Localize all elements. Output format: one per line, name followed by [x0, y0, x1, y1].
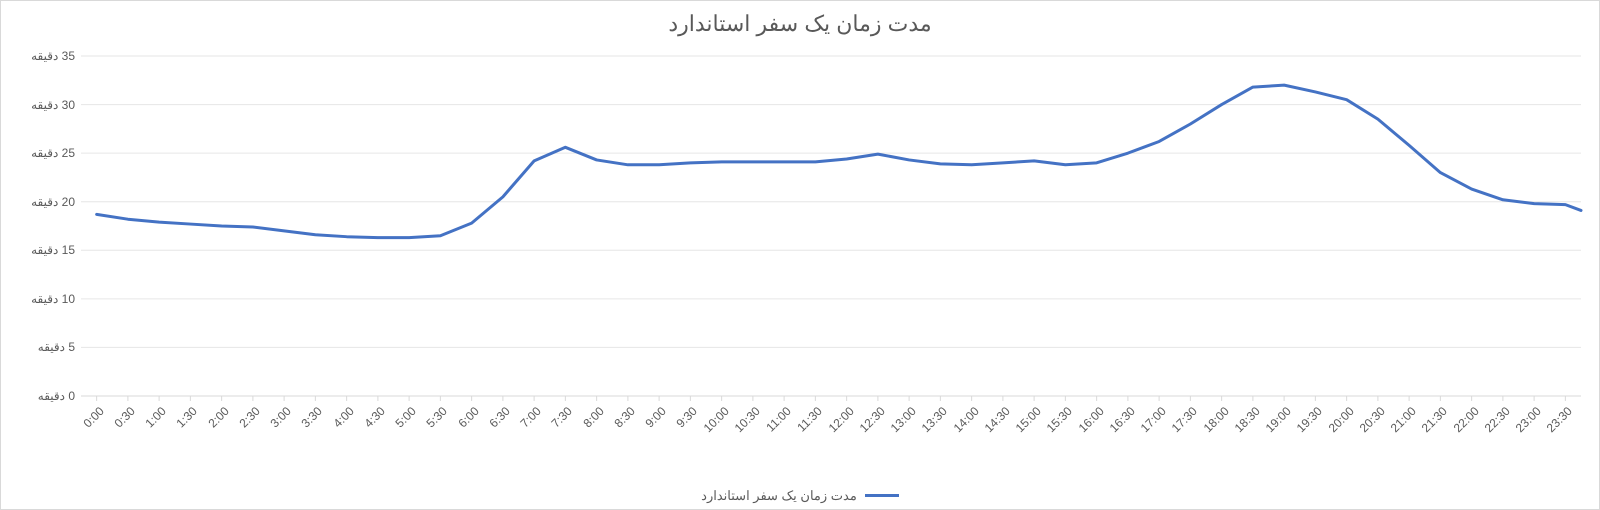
y-tick-label: 20 دقیقه: [31, 195, 75, 209]
y-tick-label: 35 دقیقه: [31, 49, 75, 63]
chart-title: مدت زمان یک سفر استاندارد: [1, 11, 1599, 37]
y-tick-label: 10 دقیقه: [31, 292, 75, 306]
plot-svg: [81, 56, 1581, 396]
y-tick-label: 30 دقیقه: [31, 98, 75, 112]
y-tick-label: 15 دقیقه: [31, 243, 75, 257]
legend-label: مدت زمان یک سفر استاندارد: [701, 488, 857, 504]
legend-swatch: [865, 494, 899, 497]
plot-area: 0 دقیقه5 دقیقه10 دقیقه15 دقیقه20 دقیقه25…: [81, 56, 1581, 396]
legend-item: مدت زمان یک سفر استاندارد: [701, 488, 899, 504]
y-tick-label: 0 دقیقه: [38, 389, 75, 403]
y-tick-label: 25 دقیقه: [31, 146, 75, 160]
legend: مدت زمان یک سفر استاندارد: [1, 485, 1599, 504]
series-line: [97, 85, 1581, 238]
y-tick-label: 5 دقیقه: [38, 340, 75, 354]
chart-frame: مدت زمان یک سفر استاندارد 0 دقیقه5 دقیقه…: [0, 0, 1600, 510]
